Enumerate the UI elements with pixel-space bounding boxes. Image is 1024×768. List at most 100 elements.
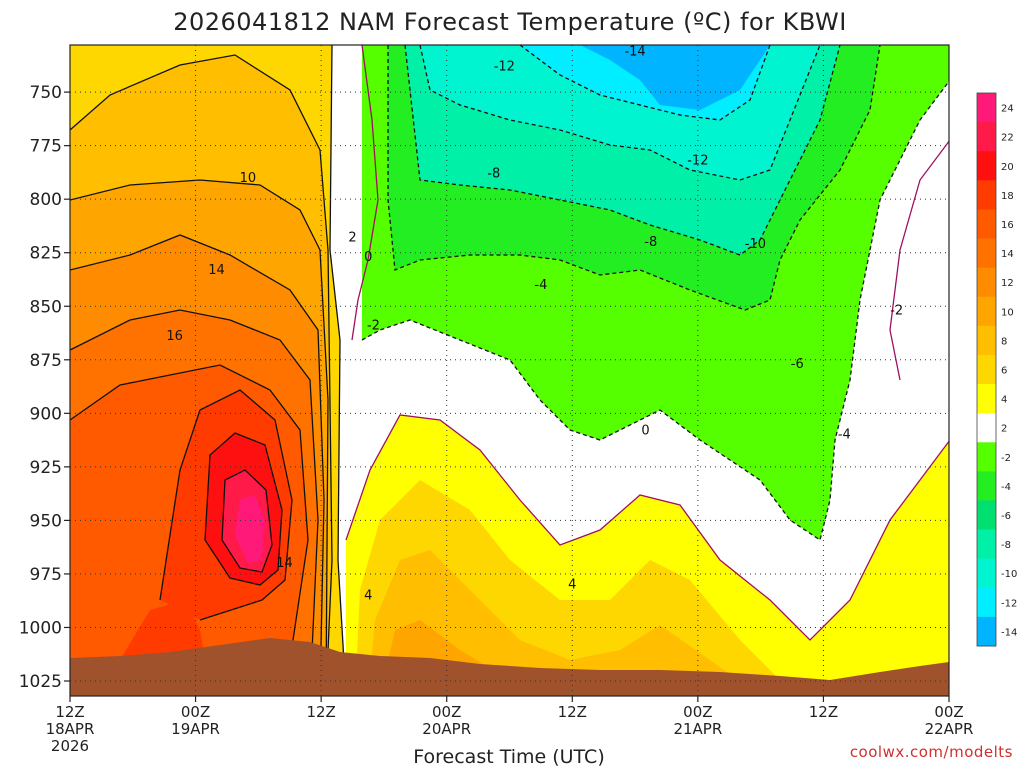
colorbar-swatch	[977, 325, 996, 356]
contour-label: 0	[364, 250, 372, 265]
contour-label: 14	[208, 263, 225, 278]
colorbar-frame	[976, 92, 997, 647]
x-tick-label: 22APR	[925, 720, 974, 738]
colorbar-swatch	[977, 442, 996, 472]
colorbar-label: -2	[1001, 453, 1011, 464]
x-tick-label: 00Z	[432, 703, 461, 721]
x-tick-label: 12Z	[809, 703, 838, 721]
contour-label: -2	[890, 304, 903, 319]
colorbar-label: 2	[1001, 424, 1007, 435]
colorbar-label: 4	[1001, 395, 1007, 406]
colorbar-label: 18	[1001, 191, 1014, 202]
colorbar-label: -4	[1001, 482, 1011, 493]
contour-22	[221, 469, 273, 573]
contour-12	[70, 234, 325, 696]
contour-label: 14	[276, 556, 293, 571]
contour-label: 10	[240, 171, 257, 186]
grid-lines	[70, 45, 949, 696]
contour-18	[159, 389, 293, 621]
contour-label: -8	[487, 166, 500, 181]
colorbar: 24 22 20 18 16 14 12 10 8 6 4 2 -2 -4 -6 -8 -10 -12 -14	[976, 92, 1017, 647]
colorbar-swatch	[977, 413, 996, 443]
contour-label: 2	[348, 231, 356, 246]
x-tick-label: 21APR	[673, 720, 722, 738]
contour-label: -8	[644, 235, 657, 250]
contour-neg8	[404, 45, 841, 256]
colorbar-label: 16	[1001, 220, 1014, 231]
y-tick-label: 1000	[19, 618, 62, 638]
contour-label: -6	[791, 357, 804, 372]
chart-title: 2026041812 NAM Forecast Temperature (ºC)…	[173, 8, 847, 36]
contour-neg12	[519, 45, 771, 121]
contour-label: -14	[624, 44, 645, 59]
contour-20	[204, 432, 283, 586]
contour-neg2	[361, 80, 949, 542]
x-tick-label: 00Z	[934, 703, 963, 721]
contour-16	[70, 364, 309, 661]
colorbar-swatch	[977, 354, 996, 385]
colorbar-swatch	[977, 558, 996, 589]
contour-14	[70, 309, 319, 696]
y-tick-label: 925	[30, 458, 62, 478]
colorbar-swatch	[977, 151, 996, 181]
colorbar-label: 22	[1001, 133, 1014, 144]
contour-label: -12	[494, 59, 515, 74]
colorbar-swatch	[977, 238, 996, 269]
colorbar-swatch	[977, 616, 996, 647]
y-tick-label: 800	[30, 190, 62, 210]
x-axis-label: Forecast Time (UTC)	[413, 746, 604, 768]
colorbar-label: 6	[1001, 366, 1007, 377]
colorbar-label: -12	[1001, 598, 1017, 609]
contour-label: -4	[838, 428, 851, 443]
colorbar-swatch	[977, 122, 996, 152]
colorbar-label: 8	[1001, 336, 1007, 347]
colorbar-label: -8	[1001, 540, 1011, 551]
colorbar-label: 14	[1001, 249, 1014, 260]
contour-10	[70, 179, 329, 696]
contour-label: -4	[534, 278, 547, 293]
colorbar-swatch	[977, 471, 996, 501]
x-tick-label: 12Z	[558, 703, 587, 721]
x-tick-label: 00Z	[181, 703, 210, 721]
colorbar-swatch	[977, 296, 996, 327]
contour-label: 4	[568, 578, 576, 593]
y-tick-label: 775	[30, 137, 62, 157]
terrain	[70, 638, 949, 696]
contour-neg10	[419, 45, 821, 181]
x-tick-label: 12Z	[306, 703, 335, 721]
credit-text: coolwx.com/modelts	[850, 743, 1013, 761]
y-tick-label: 900	[30, 404, 62, 424]
y-tick-label: 850	[30, 297, 62, 317]
colorbar-swatch	[977, 267, 996, 298]
contour-label: 4	[364, 588, 372, 603]
contour-label: -10	[745, 237, 766, 252]
y-tick-label: 950	[30, 511, 62, 531]
colorbar-swatch	[977, 209, 996, 240]
contour-zero-right	[889, 140, 949, 381]
x-tick-label: 18APR	[46, 720, 95, 738]
y-tick-label: 750	[30, 83, 62, 103]
contour-label: 0	[641, 423, 649, 438]
contour-neg4	[387, 45, 881, 311]
x-tick-label: 00Z	[683, 703, 712, 721]
colorbar-label: 24	[1001, 104, 1014, 115]
y-tick-label: 825	[30, 244, 62, 264]
colorbar-swatch	[977, 180, 996, 210]
colorbar-swatch	[977, 384, 996, 414]
temp-fill-neg14	[580, 45, 770, 110]
colorbar-swatch	[977, 93, 996, 123]
x-tick-label: 20APR	[422, 720, 471, 738]
contour-6	[329, 45, 347, 696]
colorbar-swatch	[977, 529, 996, 560]
colorbar-label: -14	[1001, 627, 1017, 638]
contour-label: 16	[166, 329, 183, 344]
y-tick-label: 875	[30, 351, 62, 371]
colorbar-label: -6	[1001, 511, 1011, 522]
contour-label: -2	[367, 319, 380, 334]
contour-zero-east	[345, 414, 949, 641]
y-tick-label: 975	[30, 565, 62, 585]
